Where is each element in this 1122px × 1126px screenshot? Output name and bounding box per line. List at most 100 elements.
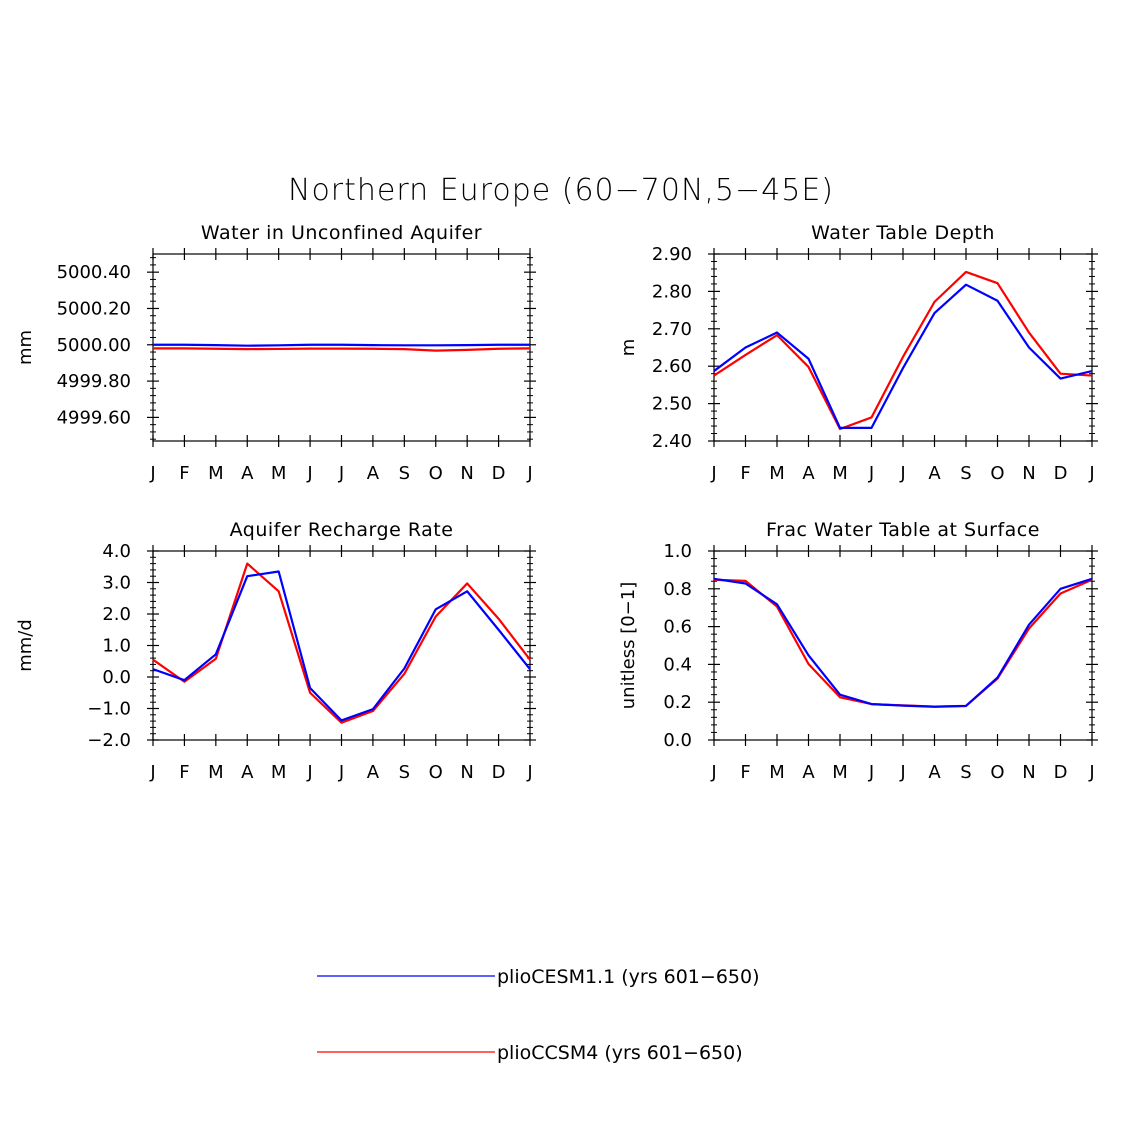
plot-frame — [713, 550, 1093, 741]
x-tick-label: A — [928, 463, 941, 484]
series-line-cesm — [713, 283, 1093, 430]
legend-label-cesm: plioCESM1.1 (yrs 601−650) — [497, 966, 760, 988]
y-tick-label: 5000.00 — [57, 335, 131, 356]
chart-panel-frac-water-table: Frac Water Table at Surface unitless [0−1… — [618, 519, 1098, 783]
y-axis-label: mm — [15, 330, 36, 365]
x-tick-label: J — [899, 762, 905, 783]
x-tick-label: M — [769, 463, 785, 484]
y-tick-label: 2.80 — [652, 281, 692, 302]
y-tick-label: 0.0 — [102, 667, 131, 688]
x-tick-label: D — [1054, 762, 1068, 783]
x-tick-label: A — [802, 463, 815, 484]
x-tick-label: J — [899, 463, 905, 484]
x-tick-label: M — [832, 762, 848, 783]
x-tick-label: F — [740, 463, 750, 484]
y-tick-label: 5000.40 — [57, 262, 131, 283]
y-tick-label: 0.4 — [663, 654, 692, 675]
y-tick-label: 2.60 — [652, 356, 692, 377]
x-tick-label: J — [710, 463, 716, 484]
x-tick-label: A — [928, 762, 941, 783]
chart-panel-water-table-depth: Water Table Depth m 2.40 2.50 2.60 2.70 2.80 2.… — [618, 222, 1098, 484]
y-tick-label: 4999.60 — [57, 407, 131, 428]
y-tick-label: 3.0 — [102, 573, 131, 594]
x-tick-label: A — [367, 762, 380, 783]
y-tick-label: −1.0 — [87, 699, 131, 720]
series-line-cesm — [153, 343, 530, 347]
x-tick-label: S — [960, 463, 971, 484]
y-axis-label: m — [618, 339, 639, 357]
y-tick-label: −2.0 — [87, 730, 131, 751]
plot-frame — [152, 550, 531, 741]
panel-title: Water Table Depth — [811, 222, 995, 244]
x-tick-label: A — [241, 463, 254, 484]
x-tick-label: J — [338, 762, 344, 783]
x-tick-label: O — [990, 762, 1004, 783]
y-tick-label: 1.0 — [663, 541, 692, 562]
x-tick-label: M — [769, 762, 785, 783]
x-tick-label: A — [367, 463, 380, 484]
x-tick-label: A — [802, 762, 815, 783]
x-tick-label: J — [149, 463, 155, 484]
x-tick-label: D — [1054, 463, 1068, 484]
x-tick-label: J — [1088, 463, 1094, 484]
x-tick-label: M — [208, 762, 224, 783]
chart-panel-aquifer-water: Water in Unconfined Aquifer mm 4999.60 4999… — [15, 222, 536, 484]
x-tick-label: S — [399, 463, 410, 484]
x-tick-label: J — [1088, 762, 1094, 783]
y-tick-label: 4999.80 — [57, 371, 131, 392]
x-tick-label: N — [460, 463, 473, 484]
plot-frame — [713, 253, 1093, 442]
x-tick-label: M — [208, 463, 224, 484]
x-tick-label: D — [492, 762, 506, 783]
panel-title: Water in Unconfined Aquifer — [201, 222, 482, 244]
x-tick-label: O — [429, 762, 443, 783]
x-tick-label: J — [868, 762, 874, 783]
legend: plioCESM1.1 (yrs 601−650) plioCCSM4 (yrs… — [317, 966, 760, 1064]
y-tick-label: 0.8 — [663, 579, 692, 600]
panel-title: Frac Water Table at Surface — [766, 519, 1040, 541]
x-tick-label: A — [241, 762, 254, 783]
y-tick-label: 4.0 — [102, 541, 131, 562]
x-tick-label: O — [429, 463, 443, 484]
x-tick-label: D — [492, 463, 506, 484]
x-tick-label: S — [399, 762, 410, 783]
y-tick-label: 2.70 — [652, 319, 692, 340]
y-tick-label: 0.2 — [663, 692, 692, 713]
x-tick-label: M — [271, 762, 287, 783]
y-tick-label: 2.40 — [652, 431, 692, 452]
y-tick-label: 0.0 — [663, 730, 692, 751]
x-tick-label: J — [526, 762, 532, 783]
y-tick-label: 2.90 — [652, 244, 692, 265]
y-tick-label: 5000.20 — [57, 298, 131, 319]
x-tick-label: F — [740, 762, 750, 783]
legend-label-ccsm4: plioCCSM4 (yrs 601−650) — [497, 1042, 743, 1064]
x-tick-label: J — [868, 463, 874, 484]
x-tick-label: J — [710, 762, 716, 783]
x-tick-label: N — [1022, 463, 1035, 484]
x-tick-label: S — [960, 762, 971, 783]
series-line-ccsm4 — [153, 347, 531, 352]
x-tick-label: J — [306, 463, 312, 484]
x-tick-label: J — [149, 762, 155, 783]
y-tick-label: 2.50 — [652, 394, 692, 415]
x-tick-label: N — [460, 762, 473, 783]
y-tick-label: 2.0 — [102, 604, 131, 625]
x-tick-label: N — [1022, 762, 1035, 783]
x-tick-label: M — [832, 463, 848, 484]
series-line-cesm — [152, 570, 531, 722]
figure-title: Northern Europe (60−70N,5−45E) — [288, 173, 834, 208]
x-tick-label: J — [526, 463, 532, 484]
x-tick-label: F — [179, 762, 189, 783]
x-tick-label: O — [990, 463, 1004, 484]
y-axis-label: unitless [0−1] — [618, 582, 639, 709]
x-tick-label: J — [306, 762, 312, 783]
y-tick-label: 0.6 — [663, 617, 692, 638]
x-tick-label: M — [271, 463, 287, 484]
x-tick-label: F — [179, 463, 189, 484]
series-line-ccsm4 — [713, 578, 1093, 708]
y-axis-label: mm/d — [15, 619, 36, 672]
series-line-ccsm4 — [713, 270, 1093, 431]
panel-title: Aquifer Recharge Rate — [230, 519, 454, 541]
